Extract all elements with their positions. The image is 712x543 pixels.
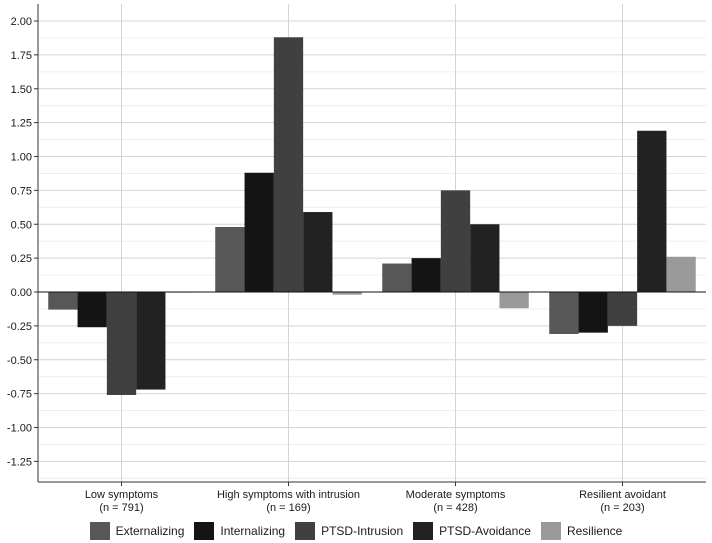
legend-swatch-resilience [540, 522, 561, 540]
bar-ptsd-avoidance [470, 224, 500, 292]
x-tick-sublabel: (n = 203) [600, 502, 644, 514]
legend-swatch-internalizing [194, 522, 215, 540]
legend-item-ptsd-intrusion: PTSD-Intrusion [295, 522, 403, 540]
bar-internalizing [578, 292, 608, 333]
y-tick-label: 0.75 [11, 185, 32, 197]
y-tick-label: 0.00 [11, 287, 32, 299]
legend-label: PTSD-Avoidance [439, 524, 531, 538]
bar-ptsd-avoidance [136, 292, 166, 390]
bar-resilience [499, 292, 529, 309]
y-tick-label: 1.00 [11, 152, 32, 164]
x-tick-label: Resilient avoidant [579, 489, 666, 501]
y-tick-label: -0.75 [7, 389, 32, 401]
bar-ptsd-intrusion [106, 292, 137, 395]
bar-externalizing [549, 292, 579, 335]
bar-internalizing [244, 172, 274, 292]
legend-label: PTSD-Intrusion [321, 524, 404, 538]
bar-resilience [332, 292, 362, 295]
y-tick-label: 1.50 [11, 84, 32, 96]
legend-label: Internalizing [220, 524, 286, 538]
bar-chart: 2.00 1.75 1.50 1.25 1.00 0.75 0.50 0.25 0.00 -0.2… [7, 4, 706, 514]
legend-item-externalizing: Externalizing [89, 522, 185, 540]
bar-internalizing [411, 258, 441, 292]
y-tick-label: -1.00 [7, 423, 32, 435]
legend-swatch-externalizing [89, 522, 110, 540]
y-tick-label: 0.50 [11, 219, 32, 231]
y-tick-label: -0.25 [7, 321, 32, 333]
bar-externalizing [382, 263, 412, 292]
y-tick-label: -0.50 [7, 355, 32, 367]
bar-externalizing [215, 226, 245, 292]
bar-ptsd-avoidance [303, 212, 333, 292]
legend-swatch-ptsd-avoidance [413, 522, 434, 540]
y-tick-label: 1.25 [11, 118, 32, 130]
x-tick-label: Moderate symptoms [406, 489, 506, 501]
bar-ptsd-intrusion [273, 37, 304, 293]
legend-label: Resilience [566, 524, 623, 538]
y-tick-label: 2.00 [11, 16, 32, 28]
x-tick-label: Low symptoms [85, 489, 159, 501]
y-tick-label: 0.25 [11, 253, 32, 265]
y-tick-label: -1.25 [7, 456, 32, 468]
x-tick-sublabel: (n = 428) [433, 502, 477, 514]
bar-externalizing [48, 292, 78, 310]
x-tick-label: High symptoms with intrusion [217, 489, 360, 501]
plot-panel [38, 4, 706, 482]
bar-ptsd-avoidance [637, 130, 667, 292]
legend-item-resilience: Resilience [540, 522, 623, 540]
y-tick-label: 1.75 [11, 50, 32, 62]
bar-resilience [666, 256, 696, 292]
bar-ptsd-intrusion [607, 292, 638, 326]
legend-item-internalizing: Internalizing [194, 522, 285, 540]
x-tick-sublabel: (n = 169) [266, 502, 310, 514]
legend: Externalizing Internalizing PTSD-Intrusi… [0, 520, 712, 542]
legend-item-ptsd-avoidance: PTSD-Avoidance [413, 522, 531, 540]
bar-ptsd-intrusion [440, 190, 471, 292]
legend-swatch-ptsd-intrusion [295, 522, 316, 540]
x-tick-sublabel: (n = 791) [99, 502, 143, 514]
legend-label: Externalizing [115, 524, 185, 538]
bar-internalizing [77, 292, 107, 328]
